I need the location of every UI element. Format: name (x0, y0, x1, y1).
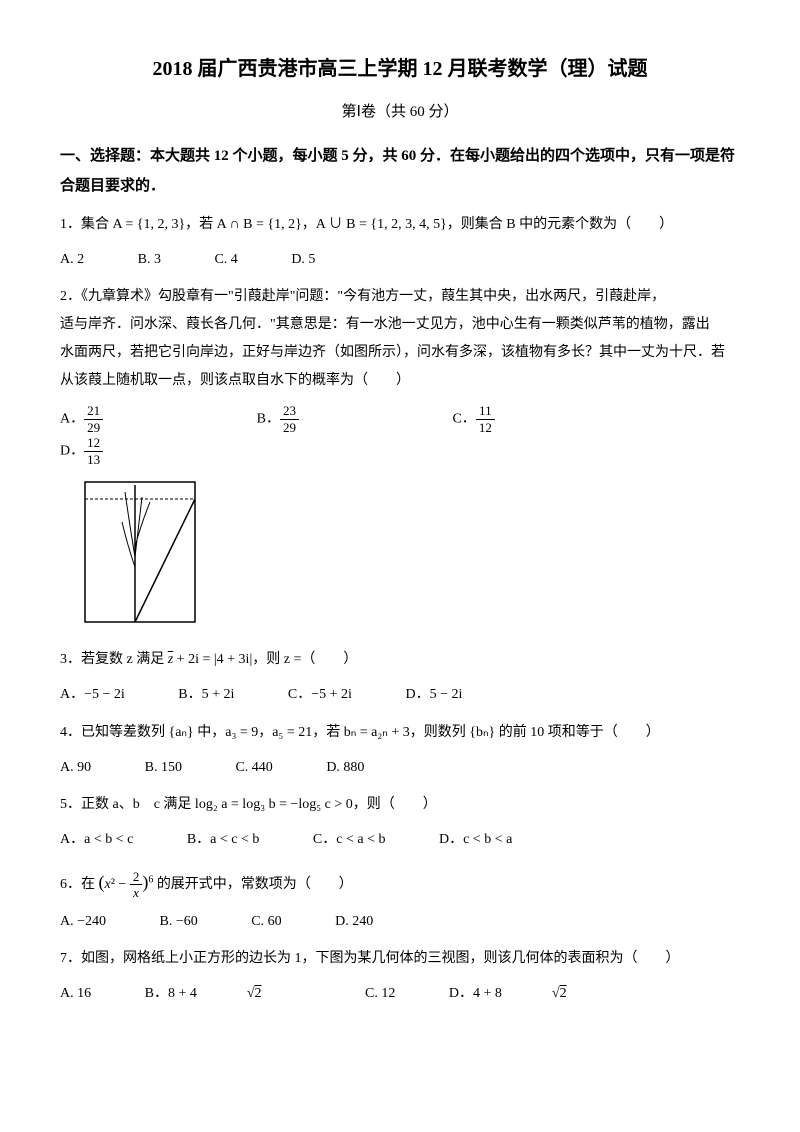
q5-opt-d: D．c < b < a (439, 827, 512, 854)
q7-options: A. 16 B．8 + 4√2 C. 12 D．4 + 8√2 (60, 981, 740, 1008)
q6-opt-d: D. 240 (335, 909, 373, 936)
q6-opt-a: A. −240 (60, 909, 106, 936)
q2-opt-d: D．1213 (60, 435, 203, 467)
question-4: 4．已知等差数列 {aₙ} 中，a₃ = 9，a₅ = 21，若 bₙ = a₂… (60, 719, 740, 747)
q7-opt-c: C. 12 (365, 981, 395, 1008)
q5-options: A．a < b < c B．a < c < b C．c < a < b D．c … (60, 827, 740, 854)
q3-opt-d: D．5 − 2i (405, 682, 462, 709)
q3-mid: + 2i = |4 + 3i|，则 z =（ ） (173, 652, 357, 667)
q7-opt-d: D．4 + 8√2 (449, 981, 617, 1008)
q2-line2: 适与岸齐．问水深、葭长各几何．"其意思是：有一水池一丈见方，池中心生有一颗类似芦… (60, 311, 740, 339)
question-2: 2．《九章算术》勾股章有一"引葭赴岸"问题："今有池方一丈，葭生其中央，出水两尺… (60, 283, 740, 395)
question-7: 7．如图，网格纸上小正方形的边长为 1，下图为某几何体的三视图，则该几何体的表面… (60, 945, 740, 973)
q2-opt-a: A．2129 (60, 403, 203, 435)
q4-opt-a: A. 90 (60, 755, 91, 782)
q1-options: A. 2 B. 3 C. 4 D. 5 (60, 247, 740, 274)
q7-opt-a: A. 16 (60, 981, 91, 1008)
q3-opt-a: A．−5 − 2i (60, 682, 125, 709)
q4-opt-b: B. 150 (145, 755, 182, 782)
q5-opt-b: B．a < c < b (187, 827, 260, 854)
question-1: 1．集合 A = {1, 2, 3}，若 A ∩ B = {1, 2}，A ∪ … (60, 211, 740, 239)
q1-opt-a: A. 2 (60, 247, 84, 274)
page-title: 2018 届广西贵港市高三上学期 12 月联考数学（理）试题 (60, 50, 740, 88)
pond-diagram-svg (80, 477, 200, 627)
q6-opt-c: C. 60 (251, 909, 281, 936)
q2-line4: 从该葭上随机取一点，则该点取自水下的概率为（ ） (60, 367, 740, 395)
q2-opt-c: C．1112 (452, 403, 594, 435)
q1-opt-d: D. 5 (291, 247, 315, 274)
question-5: 5．正数 a、b c 满足 log₂ a = log₃ b = −log₅ c … (60, 791, 740, 819)
q2-opt-b: B．2329 (257, 403, 399, 435)
q5-opt-a: A．a < b < c (60, 827, 133, 854)
section-header: 一、选择题：本大题共 12 个小题，每小题 5 分，共 60 分．在每小题给出的… (60, 141, 740, 201)
q6-pre: 6．在 (60, 877, 99, 892)
page-subtitle: 第Ⅰ卷（共 60 分） (60, 98, 740, 127)
q1-opt-c: C. 4 (214, 247, 237, 274)
question-3: 3．若复数 z 满足 z + 2i = |4 + 3i|，则 z =（ ） (60, 646, 740, 674)
q4-opt-c: C. 440 (235, 755, 272, 782)
q4-opt-d: D. 880 (326, 755, 364, 782)
q6-options: A. −240 B. −60 C. 60 D. 240 (60, 909, 740, 936)
q1-text: 1．集合 A = {1, 2, 3}，若 A ∩ B = {1, 2}，A ∪ … (60, 217, 673, 232)
q2-diagram (80, 477, 740, 638)
q3-opt-c: C．−5 + 2i (288, 682, 352, 709)
question-6: 6．在 (x² − 2x)6 的展开式中，常数项为（ ） (60, 864, 740, 901)
q2-line3: 水面两尺，若把它引向岸边，正好与岸边齐（如图所示），问水有多深，该植物有多长？其… (60, 339, 740, 367)
q3-opt-b: B．5 + 2i (178, 682, 234, 709)
q3-pre: 3．若复数 z 满足 (60, 652, 168, 667)
q3-options: A．−5 − 2i B．5 + 2i C．−5 + 2i D．5 − 2i (60, 682, 740, 709)
q2-options: A．2129 B．2329 C．1112 D．1213 (60, 403, 740, 467)
q7-opt-b: B．8 + 4√2 (145, 981, 312, 1008)
q6-opt-b: B. −60 (160, 909, 198, 936)
q1-opt-b: B. 3 (138, 247, 161, 274)
q4-options: A. 90 B. 150 C. 440 D. 880 (60, 755, 740, 782)
q6-post: 的展开式中，常数项为（ ） (153, 877, 353, 892)
q2-line1: 2．《九章算术》勾股章有一"引葭赴岸"问题："今有池方一丈，葭生其中央，出水两尺… (60, 283, 740, 311)
q5-opt-c: C．c < a < b (313, 827, 386, 854)
